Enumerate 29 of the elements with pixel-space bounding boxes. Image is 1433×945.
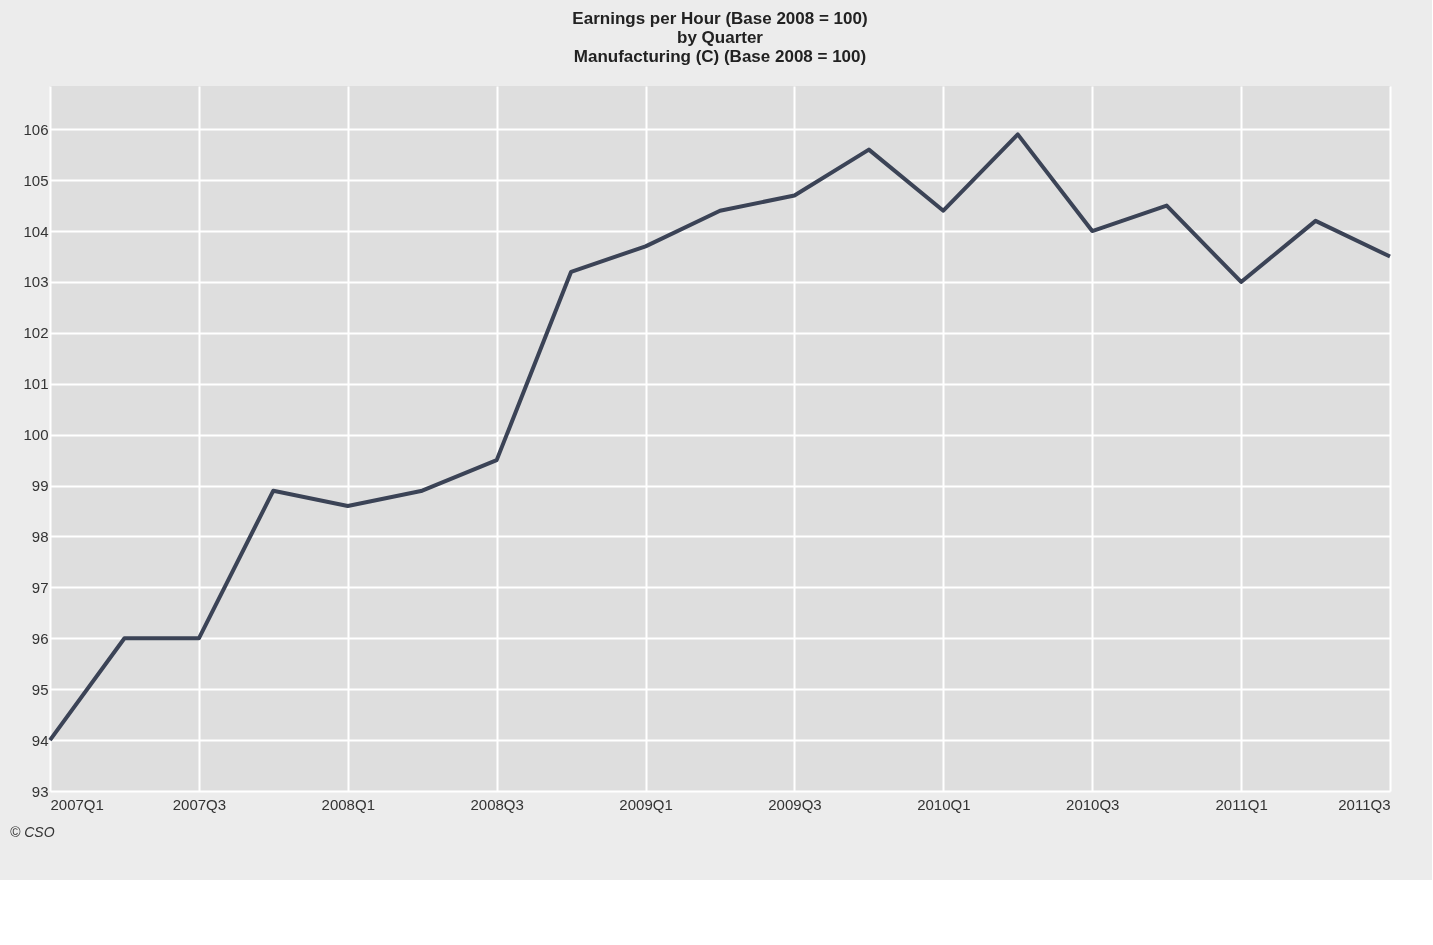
y-tick-label: 102 [23,324,49,342]
x-tick-label: 2007Q3 [172,795,227,813]
x-tick-label: 2009Q3 [768,795,822,813]
x-tick-label: 2010Q3 [1066,795,1120,813]
x-tick-label: 2007Q1 [50,795,104,813]
x-tick-label: 2008Q3 [470,795,524,813]
y-tick-label: 98 [31,527,49,545]
x-tick-label: 2008Q1 [321,795,375,813]
y-tick-label: 96 [31,629,49,647]
y-tick-label: 106 [23,120,49,138]
y-tick-label: 99 [31,477,49,495]
text: by Quarter [677,28,763,47]
text: © CSO [10,824,55,840]
line-series [48,132,1392,743]
y-tick-label: 97 [31,578,49,596]
x-tick-label: 2011Q3 [1338,795,1391,813]
y-tick-label: 104 [23,222,49,240]
y-tick-label: 101 [23,375,49,393]
y-tick-label: 93 [31,782,49,800]
x-tick-label: 2009Q1 [619,795,673,813]
y-tick-label: 105 [23,171,49,189]
text: Earnings per Hour (Base 2008 = 100) [572,9,868,28]
y-tick-label: 100 [23,426,49,444]
y-tick-label: 103 [23,273,49,291]
x-tick-label: 2010Q1 [917,795,971,813]
y-tick-label: 94 [31,731,49,749]
x-tick-label: 2011Q1 [1215,795,1268,813]
y-tick-label: 95 [31,680,49,698]
text: Manufacturing (C) (Base 2008 = 100) [573,47,867,66]
